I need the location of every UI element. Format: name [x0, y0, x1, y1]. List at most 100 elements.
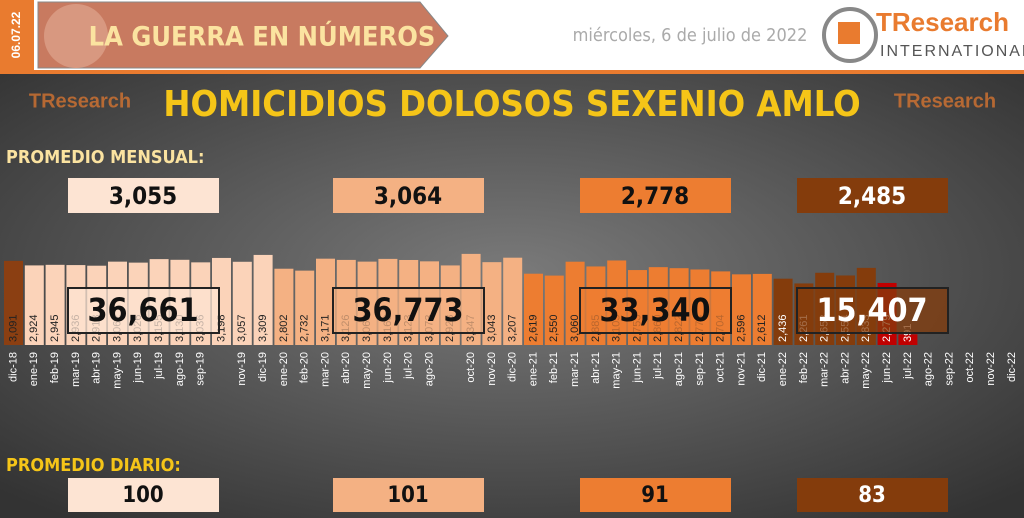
header-date: 06.07.22 — [9, 11, 23, 58]
bar — [752, 273, 772, 345]
total-value: 36,773 — [352, 291, 463, 329]
x-tick-label: feb-22 — [798, 352, 810, 383]
x-tick-label: ago-22 — [923, 352, 935, 386]
x-tick-label: sep-19 — [195, 352, 207, 386]
x-tick-label: feb-21 — [548, 352, 560, 383]
bar — [295, 270, 315, 345]
x-tick-label: ago-21 — [673, 352, 685, 386]
section-title: LA GUERRA EN NÚMEROS — [89, 21, 436, 53]
x-tick-label: mar-19 — [70, 352, 82, 387]
bar-label: 2,945 — [49, 314, 61, 342]
logo-ring — [822, 7, 878, 63]
banner-icon — [44, 4, 108, 68]
daily-value: 101 — [387, 483, 428, 508]
x-tick-label: oct-22 — [964, 352, 976, 383]
x-tick-label: ene-22 — [777, 352, 789, 386]
total-value: 36,661 — [87, 291, 198, 329]
x-tick-label: abr-20 — [340, 352, 352, 384]
bar-label: 3,043 — [486, 314, 498, 342]
logo-subtext: INTERNATIONAL — [880, 43, 1024, 60]
x-tick-label: sep-21 — [694, 352, 706, 386]
total-value: 15,407 — [816, 291, 927, 329]
x-tick-label: dic-21 — [756, 352, 768, 382]
x-tick-label: oct-21 — [715, 352, 727, 383]
x-tick-label: jul-21 — [652, 352, 664, 380]
daily-box — [797, 478, 948, 512]
x-tick-label: feb-19 — [49, 352, 61, 383]
x-tick-label: jun-19 — [132, 352, 144, 384]
bar — [316, 258, 335, 345]
bar-label: 2,596 — [735, 314, 747, 342]
x-tick-label: ene-21 — [527, 352, 539, 386]
monthly-value: 3,055 — [109, 182, 177, 210]
bar-label: 3,091 — [7, 314, 19, 342]
bar — [274, 268, 294, 345]
x-tick-label: may-21 — [611, 352, 623, 389]
x-tick-label: may-22 — [860, 352, 872, 389]
x-tick-label: jul-22 — [902, 352, 914, 380]
total-value: 33,340 — [599, 291, 710, 329]
x-tick-label: nov-22 — [985, 352, 997, 386]
daily-box — [580, 478, 731, 512]
x-tick-label: abr-22 — [839, 352, 851, 384]
bar-label: 3,060 — [569, 314, 581, 342]
bar — [503, 257, 523, 345]
bar-label: 2,802 — [278, 314, 290, 342]
watermark-left: TResearch — [29, 90, 131, 112]
dateline: miércoles, 6 de julio de 2022 — [573, 25, 808, 46]
bar — [253, 254, 273, 345]
bar-label: 3,171 — [319, 314, 331, 342]
x-tick-label: jun-22 — [881, 352, 893, 384]
x-tick-label: nov-20 — [486, 352, 498, 386]
x-tick-label: ene-20 — [278, 352, 290, 386]
x-tick-label: nov-19 — [236, 352, 248, 386]
x-tick-label: sep-22 — [943, 352, 955, 386]
bar — [544, 275, 564, 345]
daily-box — [68, 478, 219, 512]
x-tick-label: abr-19 — [91, 352, 103, 384]
x-tick-label: jul-20 — [403, 352, 415, 380]
bar-label: 2,732 — [299, 314, 311, 342]
bar — [773, 278, 793, 345]
x-tick-label: dic-19 — [257, 352, 269, 382]
bar — [4, 260, 23, 345]
header-rule — [0, 70, 1024, 74]
logo-text: TResearch — [876, 7, 1009, 37]
bar — [524, 273, 543, 345]
bar-label: 2,924 — [28, 314, 40, 342]
monthly-value: 2,778 — [621, 182, 689, 210]
total-box — [332, 287, 485, 334]
x-tick-label: ago-19 — [174, 352, 186, 386]
monthly-box — [580, 178, 731, 213]
x-tick-label: dic-18 — [7, 352, 19, 382]
x-tick-label: oct-20 — [465, 352, 477, 383]
x-tick-label: may-19 — [111, 352, 123, 389]
x-tick-label: ago-20 — [423, 352, 435, 386]
x-tick-label: feb-20 — [299, 352, 311, 383]
bar — [732, 274, 751, 345]
bar-label: 3,207 — [507, 314, 519, 342]
watermark-right: TResearch — [894, 90, 996, 112]
bar — [24, 265, 44, 345]
total-box — [579, 287, 732, 334]
x-tick-label: dic-22 — [1006, 352, 1018, 382]
total-box — [67, 287, 220, 334]
section-banner — [37, 1, 449, 69]
monthly-box — [797, 178, 948, 213]
x-tick-label: mar-20 — [319, 352, 331, 387]
total-box — [796, 287, 949, 334]
bar — [45, 264, 65, 345]
daily-value: 91 — [641, 483, 669, 508]
monthly-value: 2,485 — [838, 182, 906, 210]
x-tick-label: mar-22 — [819, 352, 831, 387]
bar-label: 3,057 — [236, 314, 248, 342]
x-tick-label: mar-21 — [569, 352, 581, 387]
x-tick-label: abr-21 — [590, 352, 602, 384]
bar-label: 2,436 — [777, 314, 789, 342]
bar-label: 3,309 — [257, 314, 269, 342]
daily-box — [333, 478, 484, 512]
date-tab — [0, 0, 34, 70]
x-tick-label: ene-19 — [28, 352, 40, 386]
bar-label: 2,619 — [527, 314, 539, 342]
